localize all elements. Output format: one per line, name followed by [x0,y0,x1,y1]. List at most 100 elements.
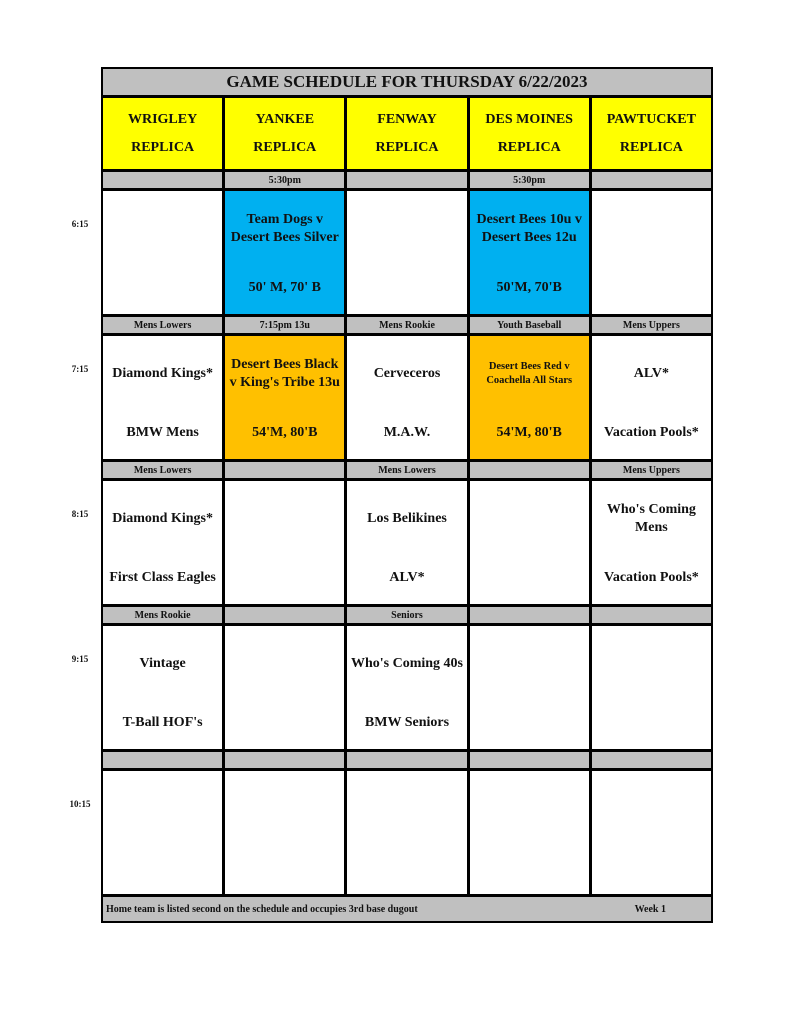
game-cell [225,481,345,604]
matchup-bottom: 54'M, 80'B [252,424,318,440]
game-cell [591,626,711,749]
field-header: FENWAY REPLICA [347,98,467,169]
matchup-bottom [103,847,222,894]
matchup-top: Desert Bees 10u v Desert Bees 12u [476,212,582,245]
time-slot: 9:15 [71,654,89,664]
division-label: 7:15pm 13u [225,317,345,333]
matchup-top [470,626,589,702]
matchup-bottom [347,267,466,314]
division-label [225,752,345,768]
game-cell [225,626,345,749]
spacer [60,317,100,333]
spacer [60,98,100,169]
time-slot: 7:15 [71,364,89,374]
field-name: PAWTUCKET [606,111,696,127]
division-label: 5:30pm [469,172,589,188]
matchup-top: Cerveceros [373,366,441,381]
matchup-bottom: Vacation Pools* [604,569,699,585]
field-subtitle: REPLICA [497,139,561,155]
division-label [469,607,589,623]
field-subtitle: REPLICA [619,139,683,155]
division-label: 5:30pm [225,172,345,188]
division-label [591,752,711,768]
matchup-bottom [225,847,344,894]
matchup-bottom: 54'M, 80'B [496,424,562,440]
matchup-top: Team Dogs v Desert Bees Silver [230,212,339,245]
spacer [60,172,100,188]
matchup-top: Desert Bees Red v Coachella All Stars [486,361,573,386]
time-column: 6:15 7:15 8:15 9:15 10:15 [60,69,100,921]
division-label [591,607,711,623]
division-label: Seniors [347,607,467,623]
field-name: WRIGLEY [127,111,198,127]
game-cell: Vintage T-Ball HOF's [103,626,223,749]
matchup-bottom: 50'M, 70'B [496,279,562,295]
division-label [103,752,223,768]
matchup-top: Who's Coming 40s [350,656,463,671]
division-label [347,172,467,188]
matchup-top [225,626,344,702]
field-header: PAWTUCKET REPLICA [591,98,711,169]
matchup-top [225,481,344,557]
game-cell: Cerveceros M.A.W. [347,336,467,459]
division-label: Mens Rookie [347,317,467,333]
game-cell: Desert Bees Black v King's Tribe 13u 54'M… [225,336,345,459]
field-header: WRIGLEY REPLICA [103,98,223,169]
matchup-bottom: ALV* [389,569,425,585]
matchup-top [592,626,711,702]
game-cell [225,771,345,894]
game-cell: Diamond Kings* First Class Eagles [103,481,223,604]
week-label: Week 1 [634,903,666,915]
field-header: YANKEE REPLICA [225,98,345,169]
division-label [225,607,345,623]
matchup-bottom [103,267,222,314]
division-label: Mens Uppers [591,462,711,478]
matchup-top [347,191,466,267]
matchup-top [470,481,589,557]
division-label: Mens Rookie [103,607,223,623]
matchup-bottom [592,702,711,749]
game-cell [103,771,223,894]
game-cell: Diamond Kings* BMW Mens [103,336,223,459]
game-cell [591,771,711,894]
matchup-top [103,191,222,267]
field-subtitle: REPLICA [253,139,317,155]
matchup-top: Diamond Kings* [112,366,213,381]
game-cell: Who's Coming Mens Vacation Pools* [591,481,711,604]
matchup-bottom [470,557,589,604]
game-cell [469,771,589,894]
matchup-top [592,191,711,267]
field-name: YANKEE [255,111,315,127]
matchup-top [347,771,466,847]
division-label [469,752,589,768]
matchup-top [103,771,222,847]
game-cell [469,481,589,604]
matchup-bottom: BMW Mens [126,424,199,440]
game-cell: Desert Bees Red v Coachella All Stars 54'… [469,336,589,459]
footer-note: Home team is listed second on the schedu… [106,903,418,915]
spacer [60,69,100,95]
matchup-bottom: M.A.W. [383,424,431,440]
division-label [225,462,345,478]
matchup-top: Who's Coming Mens [606,502,696,535]
game-cell [103,191,223,314]
matchup-top [470,771,589,847]
matchup-top [225,771,344,847]
division-label: Mens Uppers [591,317,711,333]
time-slot: 6:15 [71,219,89,229]
matchup-top: Vintage [139,656,186,671]
division-label [591,172,711,188]
matchup-top: Los Belikines [367,511,447,526]
matchup-bottom: 50' M, 70' B [248,279,321,295]
game-cell: Who's Coming 40s BMW Seniors [347,626,467,749]
spacer [60,607,100,623]
matchup-bottom [225,702,344,749]
game-cell: ALV* Vacation Pools* [591,336,711,459]
matchup-bottom [470,847,589,894]
game-cell: Desert Bees 10u v Desert Bees 12u 50'M, 7… [469,191,589,314]
game-cell [469,626,589,749]
field-name: DES MOINES [485,111,573,127]
matchup-bottom [470,702,589,749]
division-label: Mens Lowers [347,462,467,478]
division-label: Mens Lowers [103,462,223,478]
